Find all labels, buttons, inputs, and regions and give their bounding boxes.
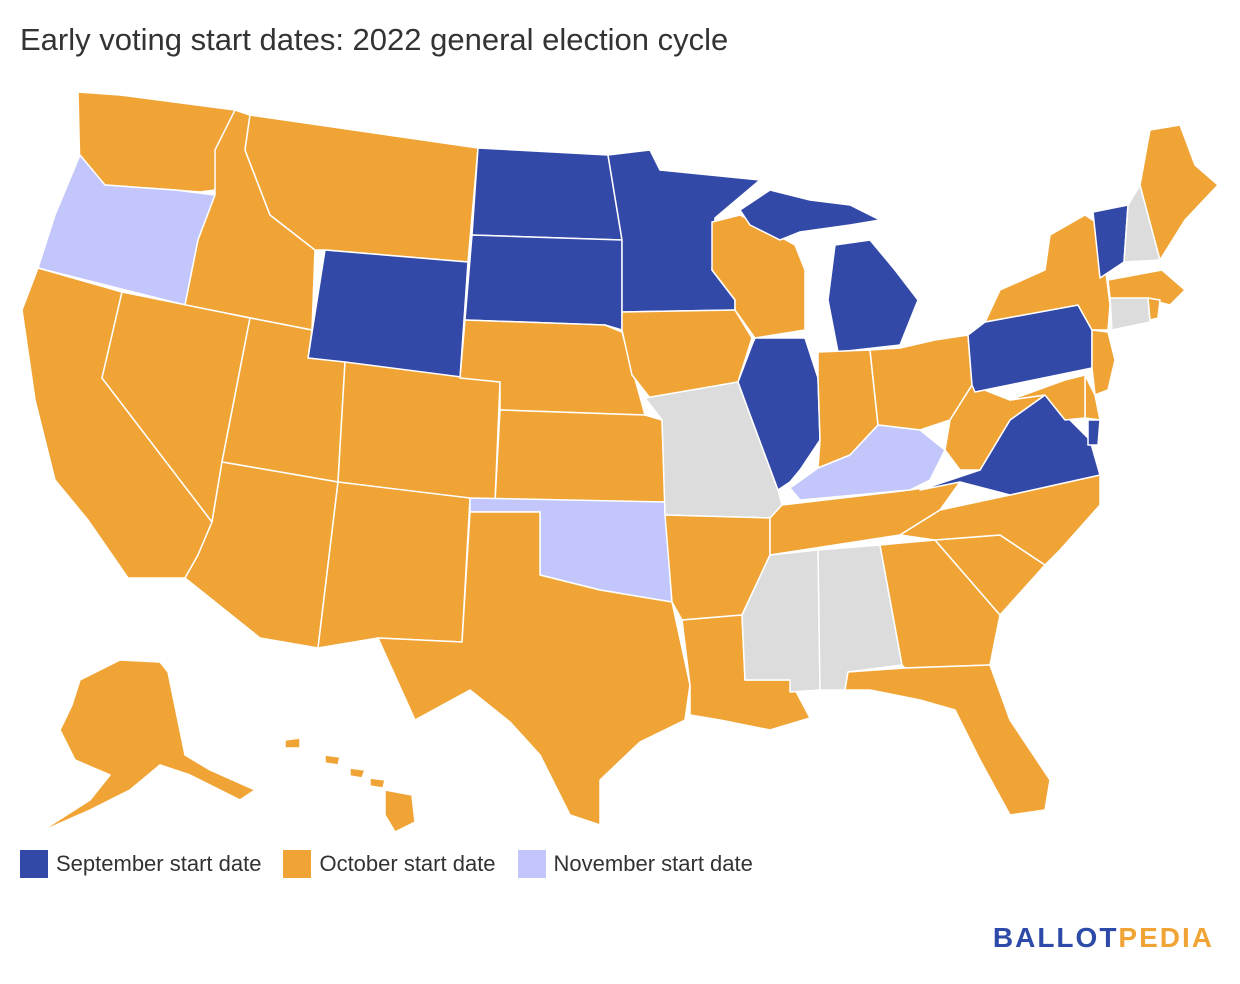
legend-item-september: September start date — [20, 850, 261, 878]
state-RI[interactable] — [1147, 297, 1161, 321]
state-ND[interactable] — [471, 147, 623, 241]
state-NJ[interactable] — [1091, 329, 1116, 396]
state-MI-upper[interactable] — [739, 189, 881, 241]
legend-item-november: November start date — [517, 850, 753, 878]
state-KY[interactable] — [789, 424, 946, 501]
state-WY[interactable] — [307, 249, 469, 379]
state-FL[interactable] — [844, 664, 1051, 816]
legend-swatch-november — [517, 850, 546, 878]
legend-label-september: September start date — [56, 851, 262, 876]
state-CT[interactable] — [1109, 297, 1151, 331]
map-title: Early voting start dates: 2022 general e… — [20, 22, 729, 57]
state-KS[interactable] — [494, 409, 666, 503]
state-CO[interactable] — [337, 361, 501, 503]
ballotpedia-logo: BALLOTPEDIA — [993, 922, 1214, 954]
state-TX[interactable] — [377, 511, 691, 826]
state-AK[interactable] — [39, 659, 256, 833]
state-MI[interactable] — [827, 239, 919, 353]
logo-part-1: BALLOT — [992, 922, 1119, 953]
state-MD[interactable] — [1009, 374, 1086, 421]
legend-swatch-october — [283, 850, 312, 878]
legend-swatch-september — [20, 850, 48, 878]
legend-label-november: November start date — [553, 851, 753, 876]
state-VT[interactable] — [1092, 204, 1129, 279]
state-SD[interactable] — [464, 234, 623, 331]
logo-part-2: PEDIA — [1118, 922, 1214, 953]
state-IL[interactable] — [737, 337, 821, 491]
legend-label-october: October start date — [319, 851, 496, 876]
legend-item-october: October start date — [283, 850, 496, 878]
state-DC[interactable] — [1087, 419, 1101, 446]
us-map — [21, 91, 1219, 833]
state-NM[interactable] — [317, 481, 471, 649]
legend: September start date October start date … — [20, 850, 753, 878]
state-WA[interactable] — [77, 91, 236, 193]
state-ME[interactable] — [1139, 124, 1219, 261]
state-HI[interactable] — [284, 737, 416, 833]
